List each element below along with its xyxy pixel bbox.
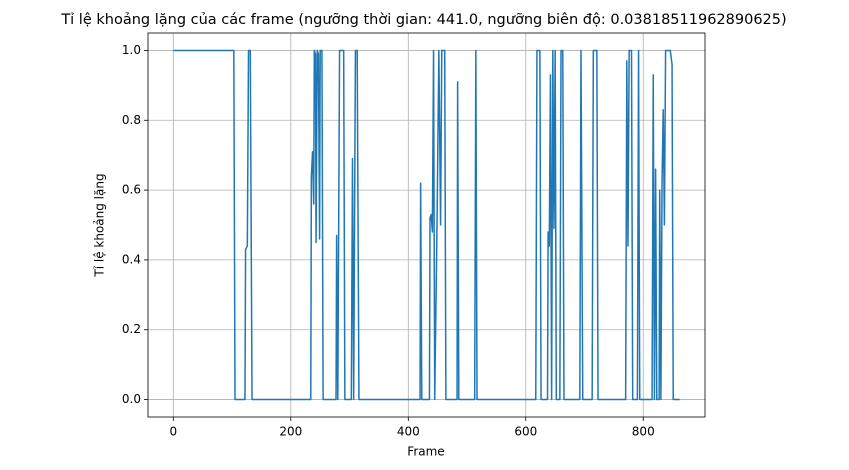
x-tick-label: 800 — [632, 425, 655, 439]
x-tick-label: 0 — [169, 425, 177, 439]
plot-frame — [147, 32, 706, 418]
data-line — [173, 49, 680, 401]
y-axis-label: Tỉ lệ khoảng lặng — [93, 173, 107, 277]
y-tick-label: 0.2 — [122, 322, 141, 336]
x-tick-label: 400 — [397, 425, 420, 439]
chart-title: Tỉ lệ khoảng lặng của các frame (ngưỡng … — [60, 12, 786, 28]
y-tick-label: 1.0 — [122, 43, 141, 57]
y-tick-label: 0.8 — [122, 113, 141, 127]
y-tick-label: 0.6 — [122, 183, 141, 197]
x-axis-label: Frame — [407, 445, 444, 459]
y-tick-label: 0.4 — [122, 252, 141, 266]
x-tick-label: 600 — [514, 425, 537, 439]
x-tick-label: 200 — [279, 425, 302, 439]
y-tick-label: 0.0 — [122, 392, 141, 406]
